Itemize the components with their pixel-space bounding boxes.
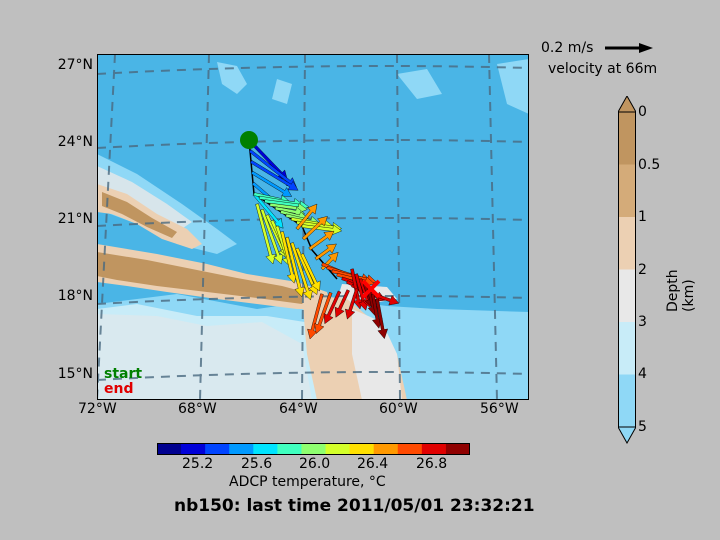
velocity-scale-value: 0.2 m/s [541, 40, 594, 56]
temp-tick: 26.0 [299, 456, 331, 472]
velocity-arrow [250, 170, 293, 197]
velocity-arrow [255, 203, 276, 265]
velocity-arrow [314, 243, 337, 261]
cuba-high [102, 192, 177, 238]
velocity-scale-arrow [605, 43, 653, 53]
lat-tick: 15°N [57, 366, 93, 382]
velocity-arrow [308, 230, 335, 251]
velocity-arrow [295, 203, 318, 231]
northern-islets [217, 59, 529, 114]
plot-title: nb150: last time 2011/05/01 23:32:21 [174, 496, 535, 516]
lon-tick: 72°W [78, 401, 117, 417]
velocity-arrow [300, 253, 321, 292]
temp-tick: 25.6 [241, 456, 273, 472]
eastern-ridge-shelf [352, 309, 402, 400]
end-marker [361, 279, 381, 299]
start-marker [240, 131, 258, 149]
velocity-arrow [307, 293, 324, 340]
temperature-colorbar-label: ADCP temperature, °C [229, 474, 386, 490]
lon-tick: 68°W [178, 401, 217, 417]
velocity-arrow [334, 289, 350, 318]
depth-tick: 3 [638, 314, 647, 330]
hispaniola-high [97, 252, 312, 304]
temp-tick: 26.4 [357, 456, 389, 472]
depth-tick: 1 [638, 209, 647, 225]
legend-end: end [104, 381, 134, 397]
depth-tick: 0 [638, 104, 647, 120]
map-panel [97, 54, 529, 400]
temp-tick: 25.2 [182, 456, 214, 472]
legend-start: start [104, 366, 143, 382]
bahamas-shelf [97, 166, 192, 232]
velocity-arrow [285, 236, 305, 298]
depth-tick: 2 [638, 262, 647, 278]
lon-tick: 60°W [379, 401, 418, 417]
lat-tick: 18°N [57, 288, 93, 304]
velocity-arrow [301, 216, 328, 241]
depth-tick: 4 [638, 366, 647, 382]
lat-tick: 21°N [57, 211, 93, 227]
velocity-arrow [345, 288, 359, 320]
depth-tick: 5 [638, 419, 647, 435]
temp-tick: 26.8 [416, 456, 448, 472]
lat-tick: 27°N [57, 57, 93, 73]
depth-colorbar-label: Depth (km) [665, 269, 697, 312]
velocity-arrow [252, 192, 284, 229]
lon-tick: 64°W [279, 401, 318, 417]
velocity-arrows [247, 138, 400, 340]
velocity-arrow [375, 298, 388, 340]
temperature-colorbar [157, 443, 470, 455]
depth-tick: 0.5 [638, 157, 661, 173]
velocity-arrow [314, 291, 333, 335]
velocity-scale-depth: velocity at 66m [548, 61, 658, 77]
depth-colorbar [618, 96, 636, 444]
lon-tick: 56°W [480, 401, 519, 417]
shelf-band [97, 314, 312, 400]
velocity-arrow [249, 160, 299, 191]
lat-tick: 24°N [57, 134, 93, 150]
velocity-arrow [323, 290, 342, 325]
